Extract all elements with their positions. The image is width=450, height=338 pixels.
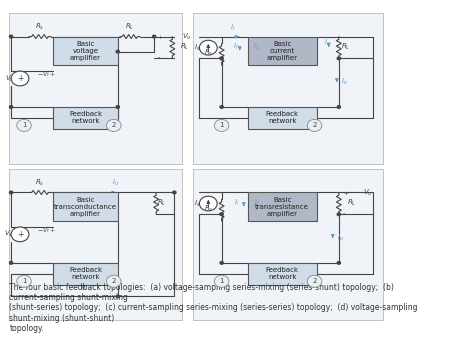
Text: +: + (343, 191, 348, 196)
Text: Basic
voltage
amplifier: Basic voltage amplifier (70, 41, 101, 61)
Circle shape (337, 57, 341, 60)
Text: Feedback
network: Feedback network (69, 267, 102, 280)
Text: 1: 1 (22, 278, 26, 284)
Circle shape (153, 35, 156, 38)
Circle shape (337, 106, 341, 108)
Circle shape (337, 262, 341, 264)
Text: $V_s$: $V_s$ (4, 229, 13, 239)
Text: $R_L$: $R_L$ (125, 22, 135, 32)
Text: $I_s$: $I_s$ (194, 198, 200, 209)
Text: $I_o$: $I_o$ (324, 38, 331, 48)
Text: 2: 2 (312, 122, 317, 128)
Text: Feedback
network: Feedback network (266, 267, 299, 280)
Text: $I_f$: $I_f$ (234, 42, 240, 52)
FancyBboxPatch shape (53, 37, 118, 65)
FancyBboxPatch shape (53, 263, 118, 285)
Circle shape (116, 295, 119, 298)
FancyBboxPatch shape (9, 169, 182, 320)
Text: Feedback
network: Feedback network (69, 112, 102, 124)
Text: +: + (17, 230, 23, 239)
Circle shape (220, 106, 223, 108)
Circle shape (107, 119, 121, 131)
Text: $-V_f +$: $-V_f +$ (37, 70, 56, 79)
Text: $R_L$: $R_L$ (341, 42, 350, 52)
Text: Basic
transresistance
amplifier: Basic transresistance amplifier (255, 197, 309, 217)
FancyBboxPatch shape (9, 13, 182, 164)
Circle shape (9, 35, 13, 38)
Text: $R_s$: $R_s$ (35, 178, 45, 188)
Text: Basic
current
amplifier: Basic current amplifier (267, 41, 298, 61)
Text: 2: 2 (112, 278, 116, 284)
Text: $V_o$: $V_o$ (363, 188, 373, 198)
FancyBboxPatch shape (248, 107, 317, 129)
Text: $R_s$: $R_s$ (204, 204, 214, 214)
FancyBboxPatch shape (53, 107, 118, 129)
Text: $I_o$: $I_o$ (112, 178, 118, 189)
Circle shape (9, 191, 13, 194)
Text: $R_L$: $R_L$ (158, 198, 166, 208)
Circle shape (116, 50, 119, 53)
Text: $R_s$: $R_s$ (204, 48, 214, 58)
Circle shape (337, 213, 341, 216)
Text: 1: 1 (22, 122, 26, 128)
FancyBboxPatch shape (194, 169, 383, 320)
Text: $I_f$: $I_f$ (254, 197, 260, 208)
Text: $I_i$: $I_i$ (230, 23, 235, 33)
Text: Basic
transconductance
amplifier: Basic transconductance amplifier (54, 197, 117, 217)
Text: 2: 2 (312, 278, 317, 284)
Circle shape (307, 275, 322, 287)
Text: $I_s$: $I_s$ (194, 43, 200, 53)
Text: -: - (343, 211, 345, 217)
Circle shape (11, 71, 29, 86)
FancyBboxPatch shape (53, 192, 118, 221)
Circle shape (220, 57, 223, 60)
Circle shape (11, 227, 29, 242)
Text: $I_f$: $I_f$ (87, 284, 94, 294)
Text: -: - (158, 55, 160, 61)
Circle shape (199, 196, 217, 211)
Circle shape (199, 40, 217, 55)
Circle shape (307, 119, 322, 131)
Text: $I_o$: $I_o$ (337, 233, 344, 243)
Text: $I_i$: $I_i$ (234, 197, 240, 208)
Text: The four basic feedback topologies:  (a) voltage-sampling series-mixing (series-: The four basic feedback topologies: (a) … (9, 283, 418, 333)
Circle shape (220, 262, 223, 264)
Text: Feedback
network: Feedback network (266, 112, 299, 124)
Text: +: + (17, 74, 23, 83)
Text: $I_1$: $I_1$ (253, 42, 260, 52)
Text: 2: 2 (112, 122, 116, 128)
Text: $I_o$: $I_o$ (341, 77, 348, 87)
Circle shape (116, 106, 119, 108)
Text: $R_s$: $R_s$ (35, 22, 45, 32)
Text: $R_L$: $R_L$ (180, 42, 190, 52)
Circle shape (173, 191, 176, 194)
FancyBboxPatch shape (248, 192, 317, 221)
FancyBboxPatch shape (194, 13, 383, 164)
Circle shape (214, 119, 229, 131)
Text: 1: 1 (220, 278, 224, 284)
Circle shape (9, 262, 13, 264)
Circle shape (214, 275, 229, 287)
Text: $R_L$: $R_L$ (347, 198, 356, 208)
Text: 1: 1 (220, 122, 224, 128)
Circle shape (17, 119, 32, 131)
FancyBboxPatch shape (248, 37, 317, 65)
Circle shape (220, 213, 223, 216)
Circle shape (9, 106, 13, 108)
Text: $V_s$: $V_s$ (5, 73, 14, 83)
FancyBboxPatch shape (248, 263, 317, 285)
Text: $V_o$: $V_o$ (182, 32, 191, 42)
Text: $-V_f +$: $-V_f +$ (37, 226, 56, 235)
Circle shape (17, 275, 32, 287)
Circle shape (107, 275, 121, 287)
Text: +: + (158, 35, 162, 40)
